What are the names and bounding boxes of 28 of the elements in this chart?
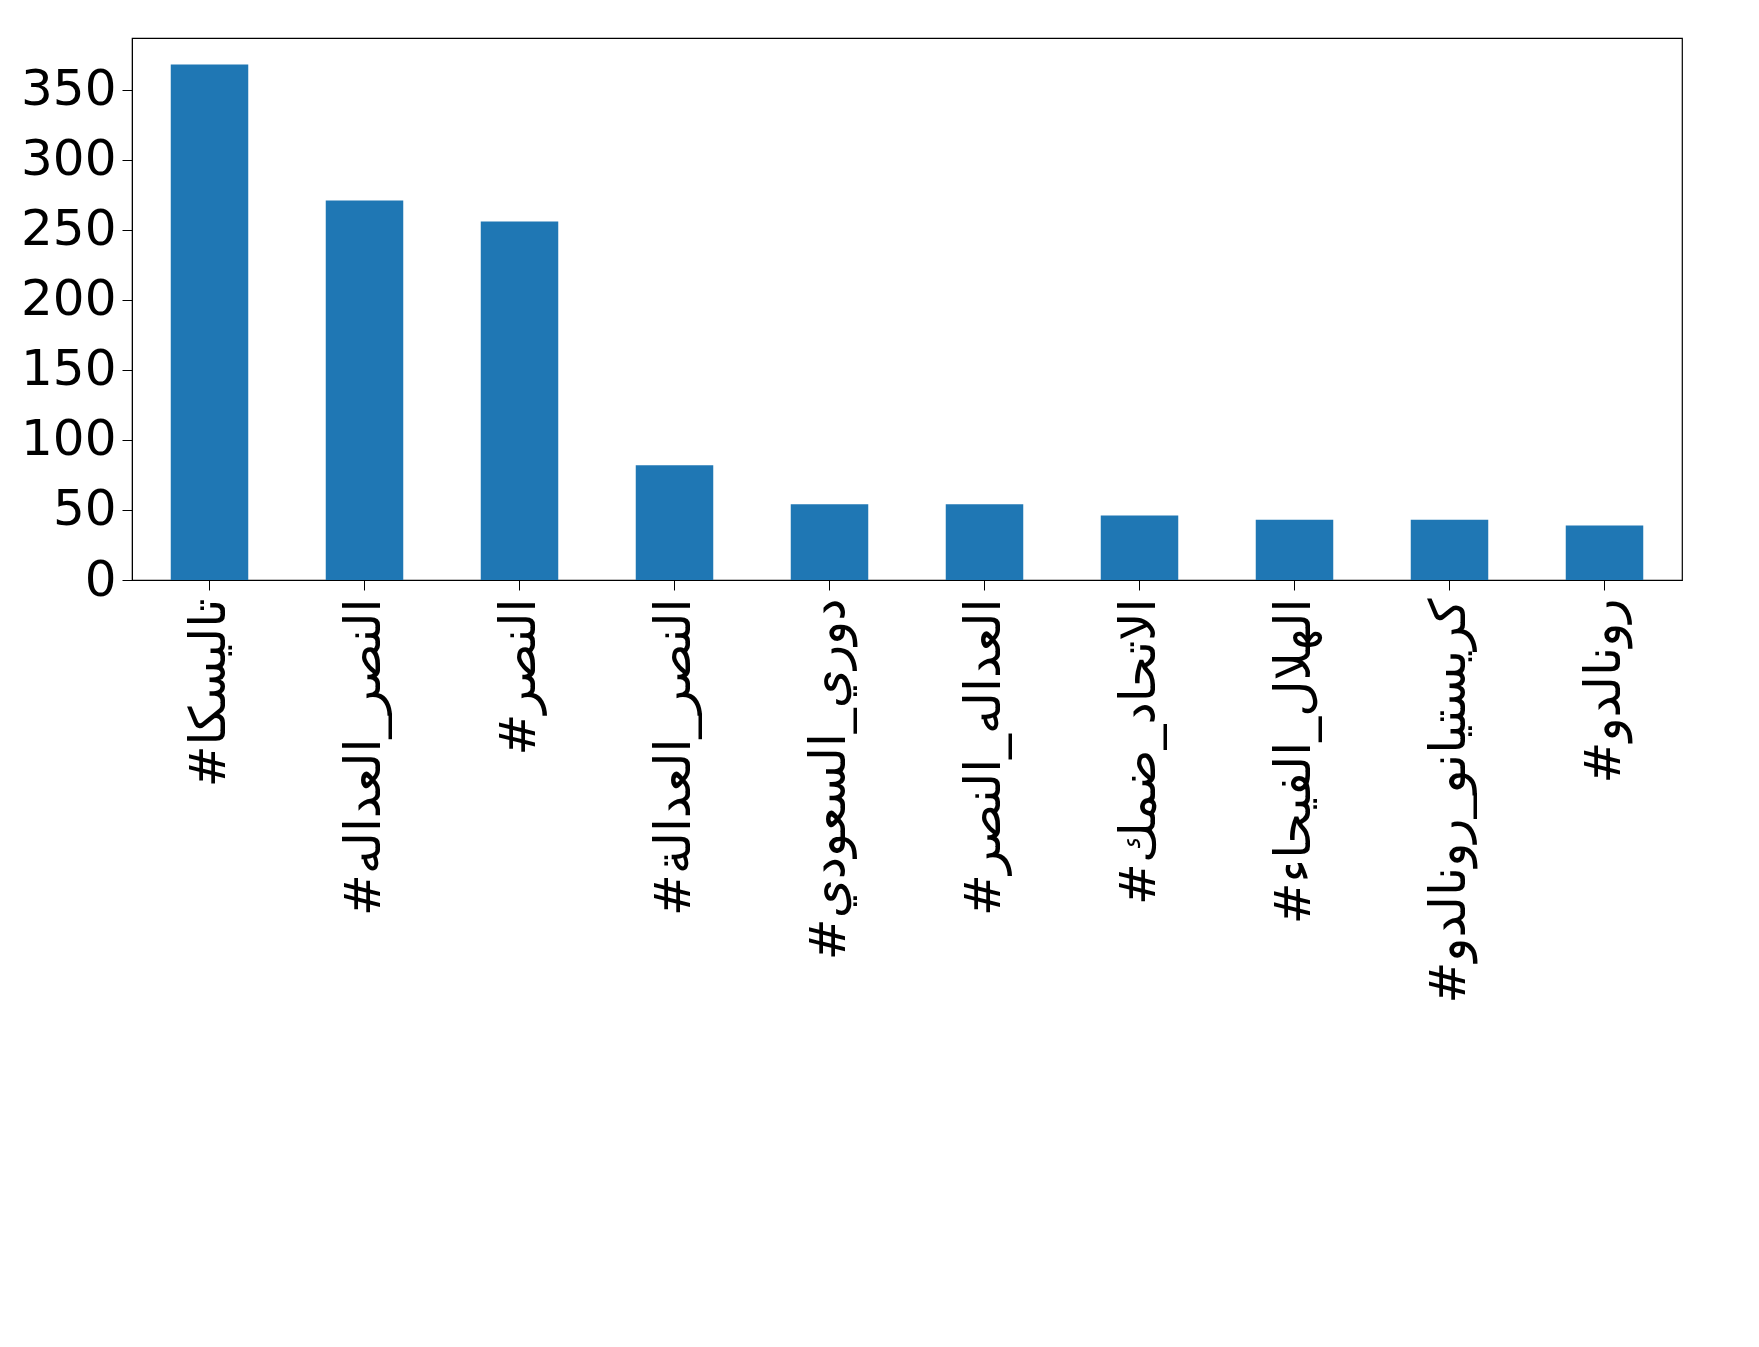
y-tick-label: 0 bbox=[84, 549, 117, 608]
x-tick-label: #النصر bbox=[488, 598, 547, 756]
bar bbox=[1410, 519, 1489, 580]
x-tick-label: #تاليسكا bbox=[178, 598, 237, 788]
y-tick-label: 100 bbox=[21, 409, 117, 468]
bar bbox=[945, 504, 1024, 580]
y-tick-label: 200 bbox=[21, 269, 117, 328]
x-tick-label: #رونالدو bbox=[1573, 598, 1633, 784]
bar bbox=[325, 200, 404, 580]
bar bbox=[1255, 519, 1334, 580]
bar bbox=[635, 465, 714, 580]
bar bbox=[1100, 515, 1179, 580]
x-tick-label: #النصر_العداله bbox=[333, 598, 392, 916]
x-tick-label: #العداله_النصر bbox=[953, 598, 1012, 916]
y-tick-label: 300 bbox=[21, 129, 117, 188]
x-tick-label: #النصر_العدالة bbox=[643, 598, 702, 916]
bar bbox=[1565, 525, 1644, 580]
y-tick-label: 350 bbox=[21, 59, 117, 118]
x-tick-label: #الهلال_الفيحاء bbox=[1263, 598, 1323, 925]
x-tick-label: #الاتحاد_ضمك bbox=[1108, 598, 1167, 906]
y-tick-label: 250 bbox=[21, 199, 117, 258]
x-tick-label: #دوري_السعودي bbox=[798, 598, 858, 961]
bar bbox=[790, 504, 869, 580]
y-tick-label: 50 bbox=[52, 479, 117, 538]
bar bbox=[480, 221, 559, 580]
bar bbox=[170, 64, 249, 580]
y-tick-label: 150 bbox=[21, 339, 117, 398]
x-tick-label: #كريستيانو_رونالدو bbox=[1418, 598, 1478, 1004]
